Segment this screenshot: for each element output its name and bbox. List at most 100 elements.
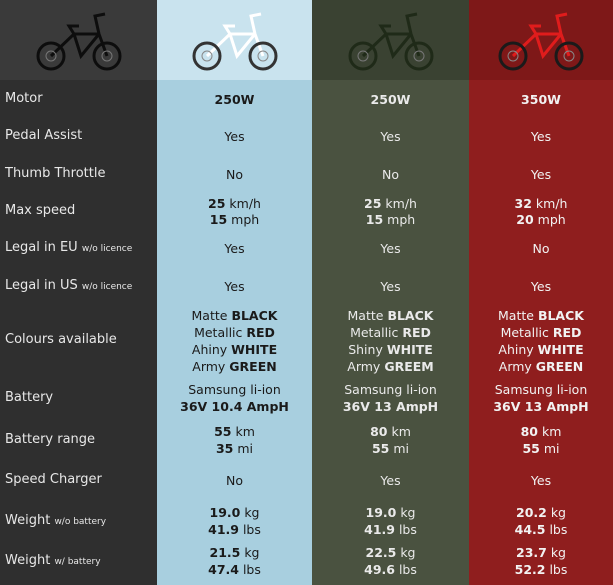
colour-name: WHITE xyxy=(386,342,433,357)
weight-wo-lbs-unit: lbs xyxy=(238,522,261,537)
weight-w-kg-number: 22.5 xyxy=(365,545,397,560)
max-speed-kmh: 32 km/h xyxy=(469,196,613,212)
colour-name: GREEM xyxy=(384,359,434,374)
row-label-battery-range: Battery range xyxy=(5,432,95,447)
weight-wo-kg-unit: kg xyxy=(240,505,260,520)
label-bike-image-cell xyxy=(0,0,157,80)
speed-mph-unit: mph xyxy=(383,212,416,227)
speed-mph-unit: mph xyxy=(533,212,566,227)
colour-finish: Ahiny xyxy=(191,342,232,357)
speed-kmh-number: 25 xyxy=(208,196,226,211)
weight-w-lbs-unit: lbs xyxy=(394,562,417,577)
speed-kmh-unit: km/h xyxy=(381,196,417,211)
row-label-text: Legal in EU xyxy=(5,240,82,255)
battery-brand: Samsung li-ion xyxy=(344,382,437,397)
weight-w-kg-number: 23.7 xyxy=(516,545,547,560)
weight-w-lbs-number: 47.4 xyxy=(208,562,239,577)
colour-option: Ahiny WHITE xyxy=(157,342,312,358)
colour-option: Matte BLACK xyxy=(469,308,613,324)
range-km: 80 km xyxy=(469,424,613,440)
colour-name: WHITE xyxy=(537,342,584,357)
colour-name: WHITE xyxy=(231,342,278,357)
row-label-colours: Colours available xyxy=(5,332,117,347)
speed-kmh-number: 25 xyxy=(364,196,382,211)
weight-w-lbs: 52.2 lbs xyxy=(469,562,613,578)
row-label-max-speed: Max speed xyxy=(5,203,75,218)
colour-finish: Shiny xyxy=(348,342,387,357)
weight-w-kg: 22.5 kg xyxy=(312,545,469,561)
weight-wo-kg-unit: kg xyxy=(546,505,566,520)
motor-value: 250W xyxy=(214,92,255,107)
weight-w-lbs-unit: lbs xyxy=(238,562,261,577)
colour-name: RED xyxy=(402,325,431,340)
legal-eu-value: No xyxy=(532,241,550,256)
speed-charger-value: No xyxy=(226,473,243,488)
range-mi-number: 55 xyxy=(522,441,540,456)
weight-wo-kg-number: 20.2 xyxy=(516,505,547,520)
weight-wo-kg: 19.0 kg xyxy=(312,505,469,521)
colour-finish: Metallic xyxy=(350,325,403,340)
colour-option: Shiny WHITE xyxy=(312,342,469,358)
range-mi-unit: mi xyxy=(233,441,254,456)
weight-wo-lbs: 41.9 lbs xyxy=(157,522,312,538)
range-mi-unit: mi xyxy=(389,441,410,456)
colour-option: Army GREEN xyxy=(469,359,613,375)
row-label-speed-charger: Speed Charger xyxy=(5,472,102,487)
row-label-suffix: w/ battery xyxy=(54,557,101,567)
range-km-unit: km xyxy=(231,424,255,439)
speed-kmh-unit: km/h xyxy=(225,196,261,211)
range-mi-number: 35 xyxy=(215,441,234,456)
weight-w-lbs: 47.4 lbs xyxy=(157,562,312,578)
row-label-text: Battery range xyxy=(5,432,96,447)
model-2-image-cell xyxy=(312,0,469,80)
row-label-pedal-assist: Pedal Assist xyxy=(5,128,82,143)
legal-us-value: Yes xyxy=(530,279,552,294)
thumb-throttle-value: No xyxy=(382,167,399,182)
weight-wo-kg-number: 19.0 xyxy=(209,505,241,520)
colour-finish: Metallic xyxy=(500,325,553,340)
row-label-legal-eu: Legal in EU w/o licence xyxy=(5,240,132,255)
battery-spec: 36V 10.4 AmpH xyxy=(180,399,289,414)
row-label-legal-us: Legal in US w/o licence xyxy=(5,278,132,293)
colour-finish: Matte xyxy=(191,308,232,323)
row-label-suffix: w/o battery xyxy=(54,517,107,527)
max-speed-kmh: 25 km/h xyxy=(157,196,312,212)
colour-finish: Army xyxy=(347,359,385,374)
speed-charger-value: Yes xyxy=(530,473,552,488)
range-mi: 55 mi xyxy=(469,441,613,457)
colour-option: Metallic RED xyxy=(469,325,613,341)
colour-option: Metallic RED xyxy=(312,325,469,341)
range-km-number: 80 xyxy=(520,424,538,439)
speed-mph-number: 15 xyxy=(209,212,228,227)
colour-name: RED xyxy=(246,325,275,340)
max-speed-kmh: 25 km/h xyxy=(312,196,469,212)
weight-w-kg-unit: kg xyxy=(546,545,566,560)
motor-value: 350W xyxy=(521,92,561,107)
thumb-throttle-value: No xyxy=(226,167,243,182)
speed-kmh-unit: km/h xyxy=(531,196,568,211)
weight-wo-lbs-number: 44.5 xyxy=(514,522,546,537)
colour-finish: Matte xyxy=(347,308,388,323)
bike-image-white xyxy=(192,12,277,71)
colour-option: Matte BLACK xyxy=(157,308,312,324)
speed-kmh-number: 32 xyxy=(514,196,532,211)
range-mi: 35 mi xyxy=(157,441,312,457)
row-label-battery: Battery xyxy=(5,390,53,405)
colour-finish: Ahiny xyxy=(498,342,538,357)
row-label-text: Motor xyxy=(5,91,43,106)
battery-brand: Samsung li-ion xyxy=(494,382,588,397)
model-column-2: 250W Yes No 25 km/h 15 mph Yes Yes Matte BLACK M… xyxy=(312,0,469,585)
legal-us-value: Yes xyxy=(380,279,401,294)
weight-w-kg-number: 21.5 xyxy=(209,545,241,560)
bike-image-black xyxy=(36,12,121,71)
row-label-thumb-throttle: Thumb Throttle xyxy=(5,166,105,181)
range-km-unit: km xyxy=(538,424,562,439)
max-speed-mph: 15 mph xyxy=(157,212,312,228)
weight-wo-lbs-number: 41.9 xyxy=(364,522,395,537)
colour-finish: Metallic xyxy=(194,325,247,340)
range-mi: 55 mi xyxy=(312,441,469,457)
weight-w-lbs-unit: lbs xyxy=(545,562,568,577)
weight-wo-lbs-unit: lbs xyxy=(545,522,568,537)
row-label-motor: Motor xyxy=(5,91,43,106)
